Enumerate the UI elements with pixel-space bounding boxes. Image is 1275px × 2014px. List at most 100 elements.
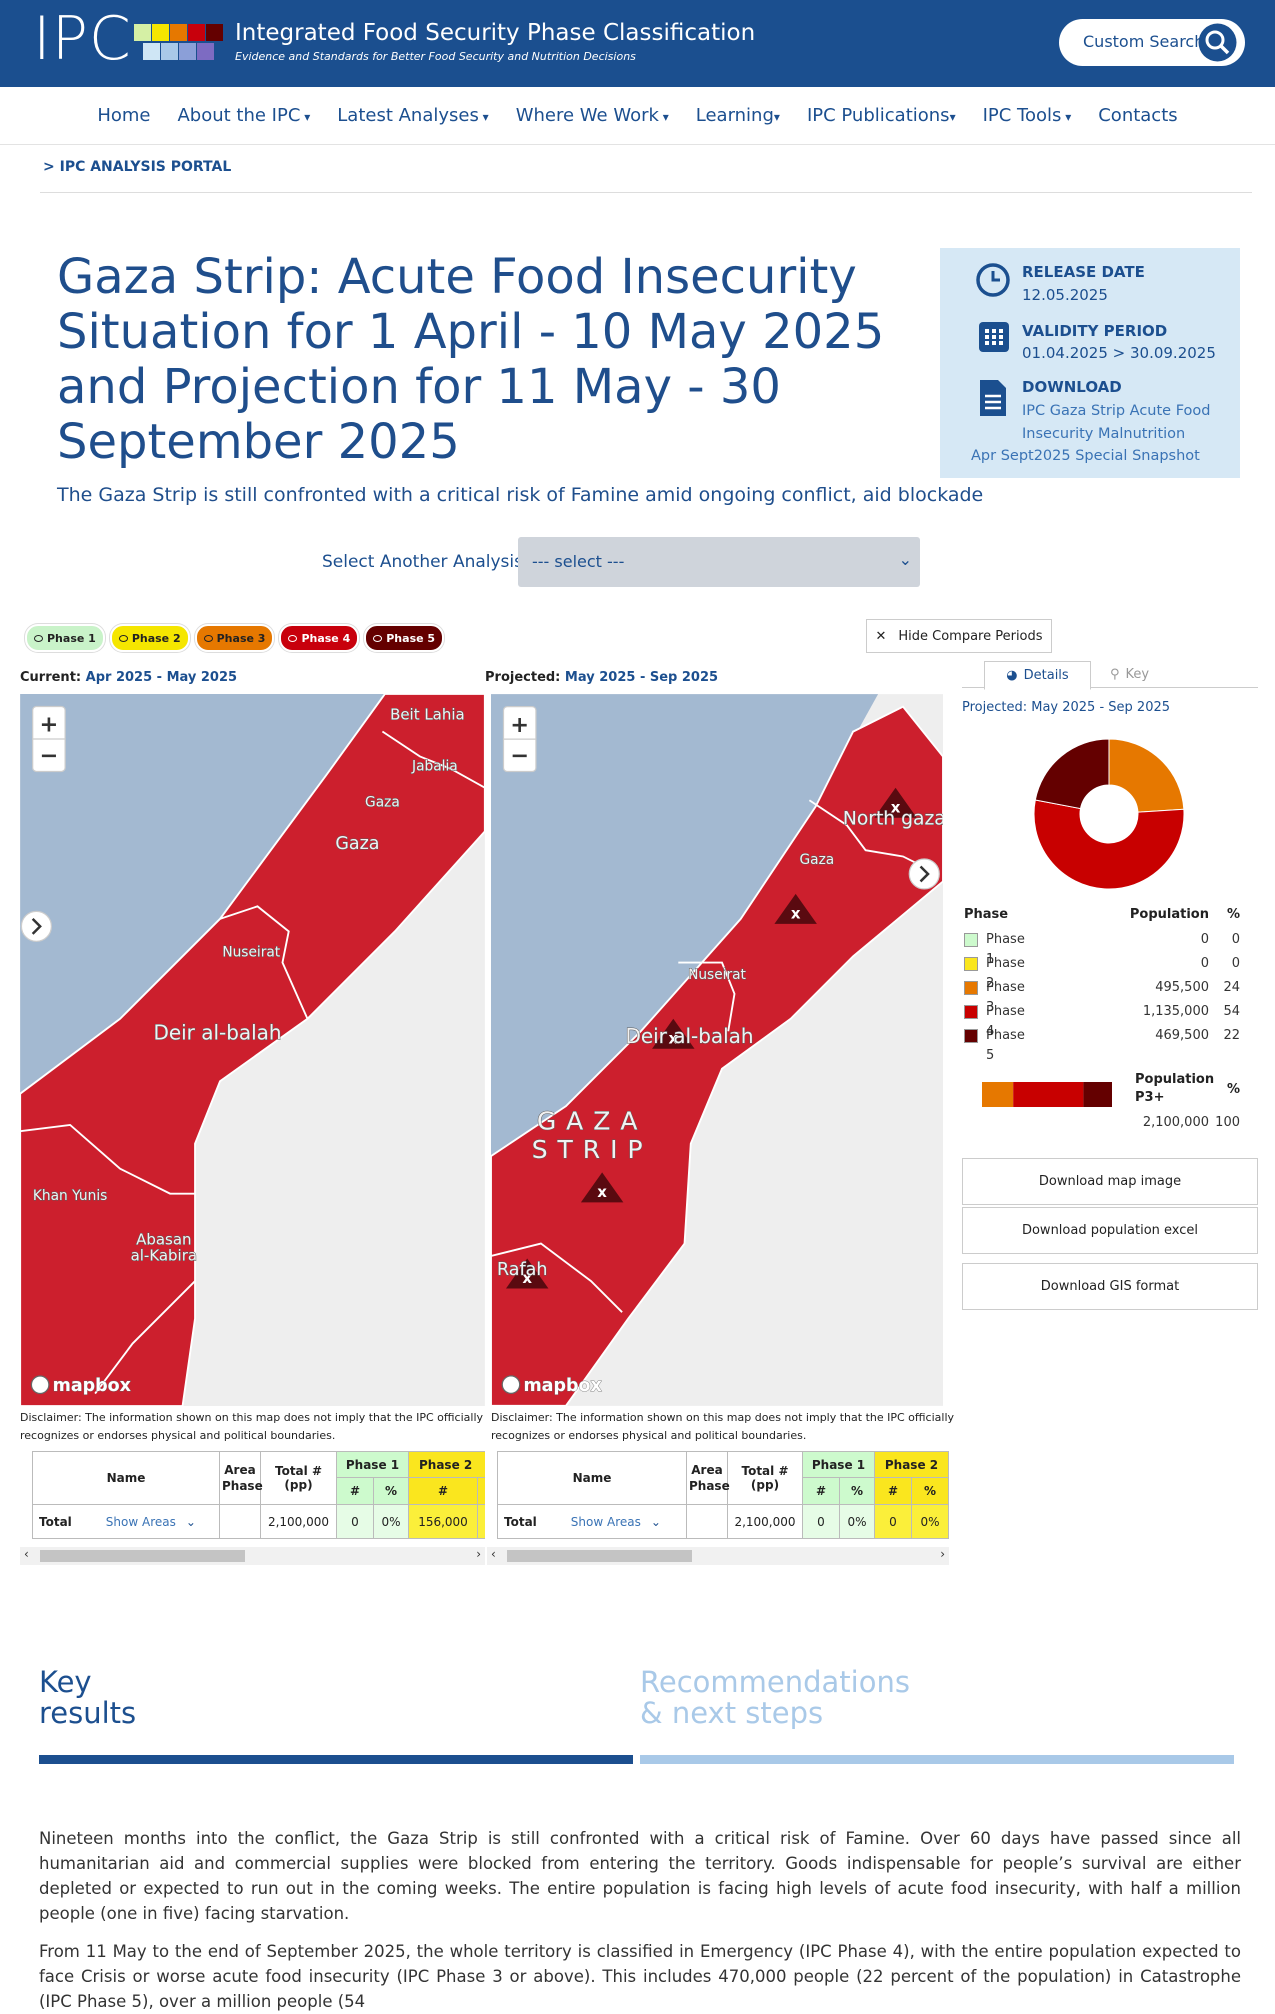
- details-tab[interactable]: ◕ Details: [984, 661, 1091, 690]
- section-tab[interactable]: Key results: [39, 1665, 137, 1730]
- phase-swatch: [964, 957, 978, 971]
- svg-text:x: x: [522, 1269, 532, 1287]
- phase-population: 1,135,000: [1142, 1004, 1209, 1019]
- map-disclaimer: Disclaimer: The information shown on thi…: [20, 1411, 484, 1442]
- row-label: Total: [39, 1514, 72, 1529]
- select-caret[interactable]: ⌄: [898, 550, 912, 569]
- map[interactable]: +− x x x x x North gazaGazaNuseiratDeir …: [491, 694, 943, 1406]
- place-label: Gaza: [365, 795, 400, 811]
- place-label: Abasan: [136, 1230, 191, 1248]
- close-icon[interactable]: ✕: [875, 628, 887, 644]
- page-subtitle: The Gaza Strip is still confronted with …: [57, 484, 984, 506]
- area-table: Name Area Phase Total # (pp) Phase 1 Phase 2…: [497, 1451, 949, 1539]
- svg-text:x: x: [597, 1183, 607, 1201]
- logo[interactable]: IPC: [33, 4, 132, 74]
- download-button[interactable]: Download map image: [962, 1158, 1258, 1205]
- search-icon[interactable]: [1198, 23, 1237, 62]
- zoom-control[interactable]: +−: [32, 705, 66, 773]
- td: 0: [874, 1504, 912, 1539]
- place-label: STRIP: [532, 1135, 653, 1164]
- download-link[interactable]: IPC Gaza Strip Acute Food Insecurity Mal…: [971, 403, 1211, 464]
- phase-population: 495,500: [1155, 980, 1209, 995]
- zoom-control[interactable]: +−: [502, 706, 537, 773]
- td: 0%: [839, 1504, 875, 1539]
- nav-link[interactable]: IPC Publications: [807, 105, 956, 126]
- phase-filter[interactable]: Phase 2: [109, 624, 190, 652]
- tab-icon[interactable]: ⚲: [1110, 667, 1120, 682]
- tab-label[interactable]: Details: [1023, 668, 1069, 683]
- svg-text:+: +: [39, 712, 58, 738]
- place-label: GAZA: [537, 1106, 648, 1135]
- page: IPC Gaza Strip { "header": {"logo": "IPC…: [0, 0, 1275, 1959]
- logo-squares: [134, 24, 223, 60]
- next-arrow[interactable]: [20, 910, 53, 942]
- phase-filter[interactable]: Phase 4: [279, 624, 360, 652]
- th: #: [336, 1477, 374, 1505]
- donut-slice: [1108, 738, 1185, 813]
- compare-button-label[interactable]: Hide Compare Periods: [898, 628, 1043, 644]
- th: %: [911, 1477, 949, 1505]
- section-tab[interactable]: Recommendations & next steps: [640, 1665, 910, 1730]
- phase-filter[interactable]: Phase 1: [25, 624, 105, 652]
- release-label: RELEASE DATE: [1022, 263, 1145, 281]
- map-period: May 2025 - Sep 2025: [564, 670, 719, 685]
- nav-link[interactable]: IPC Tools: [983, 105, 1072, 126]
- p3-population: 2,100,000: [1142, 1115, 1209, 1130]
- nav-link[interactable]: Latest Analyses: [337, 105, 488, 126]
- phase-filter[interactable]: Phase 3: [194, 624, 275, 652]
- table-wrap: Name Area Phase Total # (pp) Phase 1 Phase 2…: [32, 1451, 485, 1541]
- show-areas[interactable]: Show Areas: [570, 1514, 641, 1529]
- td: 0: [336, 1504, 374, 1539]
- nav-link[interactable]: Where We Work: [516, 105, 669, 126]
- download-button[interactable]: Download GIS format: [962, 1263, 1258, 1310]
- p3-segment: [1083, 1082, 1112, 1107]
- td: 0%: [911, 1504, 949, 1539]
- td: 2,100,000: [260, 1504, 337, 1539]
- td: 0: [802, 1504, 840, 1539]
- map-period: Apr 2025 - May 2025: [85, 670, 238, 685]
- scrollbar[interactable]: ‹ ›: [487, 1547, 949, 1565]
- select-label: Select Another Analysis:: [322, 552, 529, 572]
- search-box[interactable]: Custom Search: [1059, 19, 1245, 66]
- phase-filter[interactable]: Phase 5: [364, 624, 445, 652]
- clock-icon: [976, 263, 1010, 297]
- svg-text:x: x: [668, 1029, 678, 1047]
- td: Total Show Areas ⌄: [497, 1504, 687, 1539]
- scrollbar[interactable]: ‹ ›: [20, 1547, 485, 1565]
- nav-link[interactable]: About the IPC: [177, 105, 310, 126]
- nav-link[interactable]: Learning: [696, 105, 780, 126]
- select-box[interactable]: --- select --- ⌄: [518, 537, 920, 587]
- search-label[interactable]: Custom Search: [1083, 32, 1205, 51]
- breadcrumb[interactable]: > IPC ANALYSIS PORTAL: [43, 159, 232, 175]
- select-value[interactable]: --- select ---: [532, 552, 625, 571]
- tabs-line: [962, 687, 1258, 688]
- caret[interactable]: ⌄: [650, 1514, 661, 1529]
- download-button[interactable]: Download population excel: [962, 1207, 1258, 1254]
- paragraph: From 11 May to the end of September 2025…: [39, 1942, 1241, 2011]
- divider: [40, 192, 1252, 193]
- phase-percent: 24: [1223, 980, 1240, 995]
- logo-mark: [30, 1375, 50, 1395]
- nav-link[interactable]: Contacts: [1098, 105, 1178, 126]
- release-date: 12.05.2025: [1022, 286, 1108, 304]
- p3-label: Population P3+: [1135, 1072, 1215, 1105]
- show-areas[interactable]: Show Areas: [105, 1514, 176, 1529]
- place-label: Rafah: [497, 1260, 547, 1280]
- compare-button[interactable]: ✕ Hide Compare Periods: [866, 619, 1052, 653]
- phase-population: 469,500: [1155, 1028, 1209, 1043]
- map[interactable]: +− Beit LahiaJabaliaGazaGazaNuseiratDeir…: [20, 694, 485, 1406]
- next-arrow[interactable]: [908, 858, 940, 890]
- caret[interactable]: ⌄: [185, 1514, 196, 1529]
- place-label: Jabalia: [411, 758, 458, 774]
- site-title: Integrated Food Security Phase Classific…: [235, 20, 756, 46]
- th: Name: [32, 1451, 220, 1505]
- tab-label[interactable]: Key: [1125, 667, 1150, 682]
- map-label: Projected:: [485, 670, 561, 685]
- phase-markers: x x x x x: [505, 787, 917, 1289]
- nav-link[interactable]: Home: [97, 105, 151, 126]
- page-body: IPC Integrated Food Security Phase Class…: [0, 0, 1275, 1959]
- key-tab[interactable]: ⚲ Key: [1110, 661, 1190, 688]
- tab-icon[interactable]: ◕: [1006, 668, 1018, 683]
- map-header: Projected: May 2025 - Sep 2025: [485, 670, 718, 685]
- row-label: Total: [504, 1514, 537, 1529]
